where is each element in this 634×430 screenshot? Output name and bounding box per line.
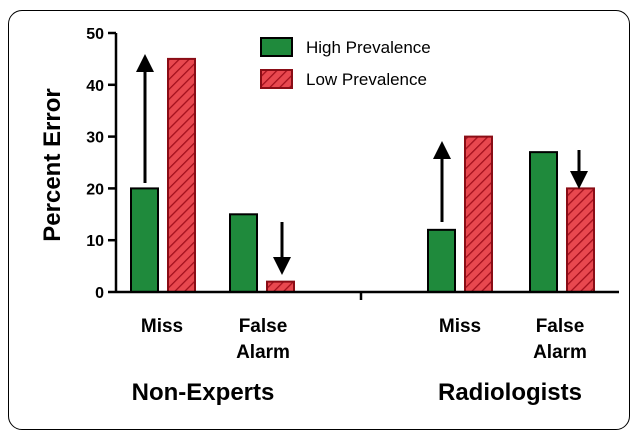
bar-low-prevalence — [266, 280, 295, 294]
x-group-label: Radiologists — [438, 379, 582, 406]
legend-swatch — [260, 37, 293, 57]
bar-low-prevalence — [566, 187, 595, 293]
bar-high-prevalence — [130, 187, 159, 293]
x-category-label: Alarm — [533, 342, 587, 363]
x-category-label: False — [239, 316, 288, 337]
y-tick-label: 40 — [86, 78, 104, 95]
bar-high-prevalence — [529, 151, 558, 293]
legend-label: Low Prevalence — [306, 70, 427, 89]
bar-high-prevalence — [229, 213, 258, 293]
x-category-label: Miss — [141, 316, 183, 337]
x-category-label: Miss — [439, 316, 481, 337]
legend-label: High Prevalence — [306, 38, 431, 57]
y-tick-label: 0 — [95, 285, 104, 302]
bar-chart: Percent Error 0 10 20 30 40 50 Miss False Alarm… — [39, 26, 619, 406]
bar-high-prevalence — [427, 228, 456, 293]
x-category-label: False — [536, 316, 585, 337]
legend-swatch — [260, 69, 293, 89]
x-category-label: Alarm — [236, 342, 290, 363]
y-tick-label: 10 — [86, 233, 104, 250]
x-group-label: Non-Experts — [132, 379, 275, 406]
y-tick-label: 30 — [86, 130, 104, 147]
y-tick-label: 20 — [86, 181, 104, 198]
bar-low-prevalence — [464, 135, 493, 293]
bar-low-prevalence — [167, 57, 196, 294]
y-axis-label: Percent Error — [39, 88, 66, 241]
y-tick-label: 50 — [86, 26, 104, 43]
